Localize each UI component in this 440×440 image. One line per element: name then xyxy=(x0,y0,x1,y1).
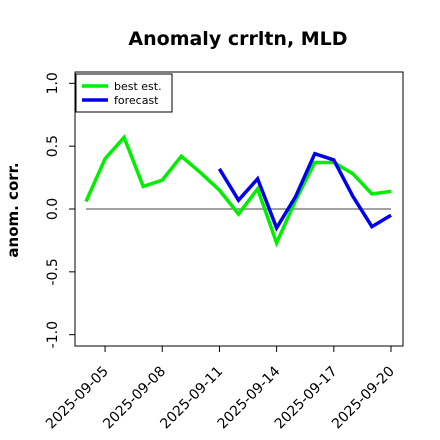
legend-label: forecast xyxy=(114,94,159,107)
legend-box xyxy=(75,73,173,113)
series-line-best-est xyxy=(84,134,392,248)
plot-area: 1.00.50.0-0.5-1.02025-09-052025-09-08202… xyxy=(43,71,404,432)
y-tick-label: -1.0 xyxy=(45,321,61,348)
y-tick-label: 0.5 xyxy=(45,135,61,157)
y-axis-label: anom. corr. xyxy=(4,162,22,257)
y-tick-label: 1.0 xyxy=(45,72,61,94)
y-tick-label: -0.5 xyxy=(45,258,61,285)
legend-label: best est. xyxy=(114,80,162,93)
chart-title: Anomaly crrltn, MLD xyxy=(128,28,347,50)
legend: best est.forecast xyxy=(75,73,173,113)
series-line-forecast xyxy=(217,151,392,232)
y-tick-label: 0.0 xyxy=(45,198,61,220)
